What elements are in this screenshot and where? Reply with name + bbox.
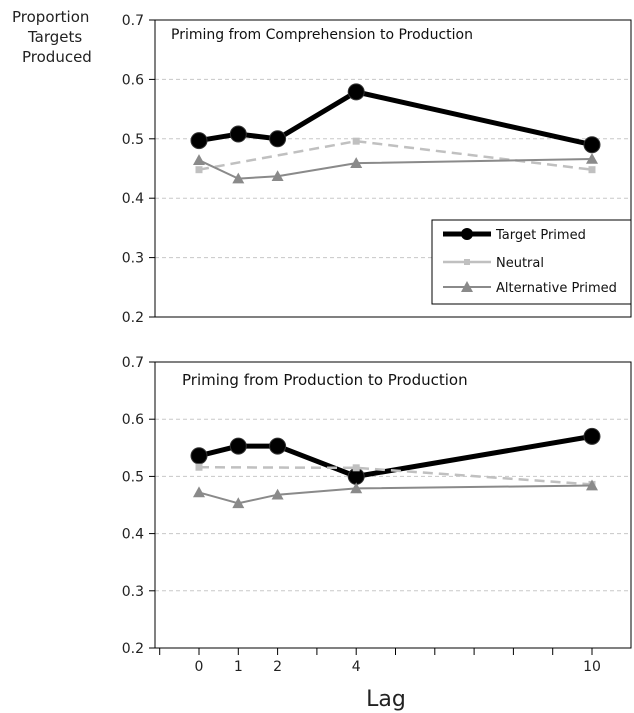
data-point-neutral (195, 166, 203, 174)
series-bottom (190, 427, 601, 509)
y-tick-label: 0.4 (122, 191, 144, 207)
x-tick-label: 2 (273, 659, 282, 675)
legend: Target Primed Neutral Alternative Primed (431, 219, 632, 305)
y-tick-label: 0.6 (122, 412, 144, 428)
plot-frame-top (154, 19, 632, 318)
x-tick-label: 4 (352, 659, 361, 675)
legend-target-label: Target Primed (495, 228, 586, 243)
x-tick-label: 1 (234, 659, 243, 675)
data-point-neutral (588, 166, 596, 174)
y-tick-label: 0.4 (122, 527, 144, 543)
data-point-target (583, 136, 601, 154)
data-point-alternative (586, 479, 598, 491)
data-point-target (347, 83, 365, 101)
data-point-alternative (271, 170, 284, 182)
data-point-target (190, 132, 208, 150)
data-point-target (269, 130, 287, 148)
x-tick-label: 10 (583, 659, 601, 675)
y-ticks-top: 0.2 0.3 0.4 0.5 0.6 0.7 (122, 13, 155, 326)
y-tick-label: 0.2 (122, 641, 144, 657)
data-point-alternative (232, 172, 245, 184)
y-tick-label: 0.7 (122, 355, 144, 371)
series-line-target (198, 89, 593, 148)
panel-title-top: Priming from Comprehension to Production (171, 27, 473, 43)
legend-alternative-marker (461, 281, 473, 292)
legend-target-marker (461, 228, 473, 240)
legend-neutral-marker (464, 259, 470, 265)
data-point-alternative (271, 488, 284, 500)
x-ticks: 0 1 2 4 10 (159, 648, 601, 675)
data-point-alternative (586, 152, 598, 164)
data-point-neutral (195, 463, 203, 471)
data-point-target (229, 125, 247, 143)
data-point-target (229, 437, 247, 455)
series-line-neutral (198, 139, 593, 171)
x-axis-label: Lag (366, 687, 406, 712)
data-point-alternative (350, 157, 363, 168)
y-axis-label-line-2: Targets (27, 28, 82, 46)
data-point-alternative (350, 482, 363, 494)
y-ticks-bottom: 0.2 0.3 0.4 0.5 0.6 0.7 (122, 355, 155, 657)
data-point-alternative (232, 497, 245, 509)
legend-alternative-label: Alternative Primed (496, 281, 617, 296)
series-line-neutral (198, 465, 593, 486)
series-top (190, 83, 601, 184)
legend-neutral-label: Neutral (496, 256, 544, 271)
data-point-alternative (193, 486, 205, 498)
series-line-alternative (198, 484, 593, 505)
y-tick-label: 0.6 (122, 72, 144, 88)
x-tick-label: 0 (195, 659, 204, 675)
plot-frame-bottom (154, 361, 632, 649)
grid-bottom (155, 418, 631, 592)
data-point-alternative (193, 154, 205, 165)
panel-bottom: Priming from Production to Production 0.… (122, 355, 632, 675)
panel-top: Priming from Comprehension to Production… (122, 13, 632, 326)
data-point-target (190, 447, 208, 465)
y-tick-label: 0.3 (122, 251, 144, 267)
y-tick-label: 0.3 (122, 584, 144, 600)
data-point-target (269, 437, 287, 455)
data-point-neutral (352, 137, 360, 145)
y-tick-label: 0.2 (122, 310, 144, 326)
y-tick-label: 0.7 (122, 13, 144, 29)
data-point-target (583, 427, 601, 445)
y-axis-label-line-1: Proportion (12, 8, 89, 26)
y-axis-label-line-3: Produced (22, 48, 92, 66)
panel-title-bottom: Priming from Production to Production (182, 371, 468, 389)
y-tick-label: 0.5 (122, 469, 144, 485)
data-point-neutral (352, 464, 360, 472)
y-tick-label: 0.5 (122, 132, 144, 148)
